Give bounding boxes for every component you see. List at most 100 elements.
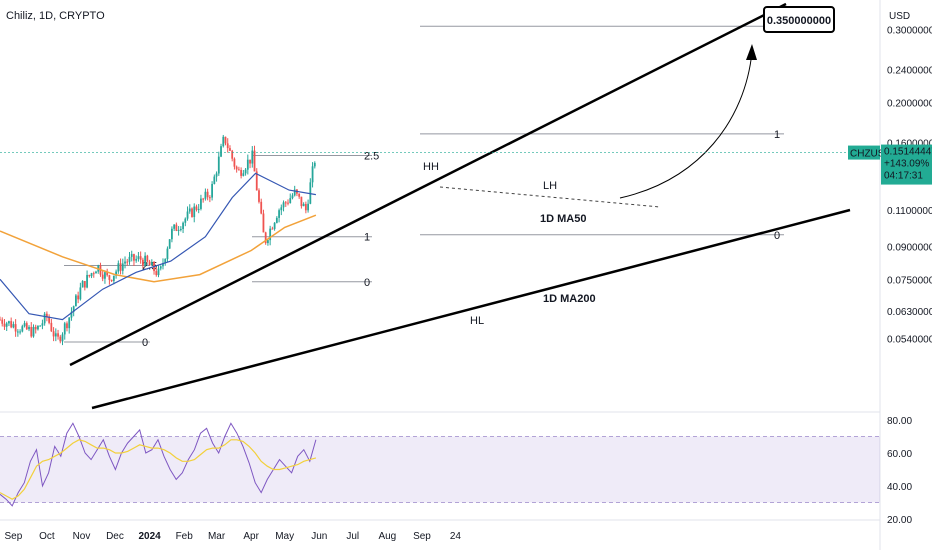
candles — [0, 134, 316, 346]
candle-body — [264, 232, 267, 244]
candle-body — [269, 228, 272, 241]
x-tick-label: Jul — [346, 531, 359, 542]
y-tick-label: 0.110000000 — [887, 206, 932, 217]
candle-body — [293, 189, 296, 196]
candle-body — [262, 213, 265, 233]
rsi-tick-label: 20.00 — [887, 515, 912, 526]
candle-body — [30, 327, 33, 337]
rsi-band — [0, 436, 880, 503]
candle-body — [255, 171, 258, 191]
candle-body — [130, 254, 133, 257]
rsi-tick-label: 80.00 — [887, 416, 912, 427]
candle-body — [284, 202, 287, 204]
y-tick-label: 0.063000000 — [887, 307, 932, 318]
candle-body — [68, 317, 71, 329]
candle-body — [14, 324, 17, 332]
candle-body — [66, 323, 68, 329]
candle-body — [251, 150, 254, 164]
currency-label: USD — [889, 11, 910, 22]
y-tick-label: 0.240000000 — [887, 66, 932, 77]
candle-body — [217, 156, 220, 174]
rsi-ma-line — [0, 439, 317, 500]
candle-body — [184, 218, 187, 223]
candle-body — [260, 201, 263, 214]
y-tick-label: 0.200000000 — [887, 98, 932, 109]
candle-body — [164, 259, 167, 264]
label-lh: LH — [543, 180, 557, 192]
candle-body — [298, 193, 301, 197]
candle-body — [10, 321, 13, 328]
candle-body — [240, 170, 243, 176]
x-tick-label: Sep — [413, 531, 431, 542]
fib-level-label: 1 — [364, 232, 370, 244]
candle-body — [121, 263, 124, 271]
fib-level-label: 1 — [774, 129, 780, 141]
candle-body — [141, 259, 144, 266]
candle-body — [173, 224, 176, 229]
candle-body — [117, 263, 120, 272]
candle-body — [211, 183, 213, 198]
x-tick-label: 2024 — [138, 531, 161, 542]
candle-body — [186, 211, 189, 219]
candle-body — [275, 217, 278, 223]
label-hh: HH — [423, 161, 439, 173]
last-price: 0.151444476 — [884, 147, 932, 158]
candle-body — [12, 324, 15, 328]
target-price: 0.350000000 — [767, 15, 831, 27]
rsi-tick-label: 60.00 — [887, 449, 912, 460]
candle-body — [119, 263, 122, 271]
upper-wedge-line — [69, 2, 787, 367]
candle-body — [61, 334, 64, 342]
candle-body — [59, 336, 62, 342]
candle-body — [92, 273, 95, 275]
price-badge — [881, 144, 932, 185]
x-tick-label: Oct — [39, 531, 55, 542]
candle-body — [208, 197, 211, 199]
price-change: +143.09% — [884, 159, 929, 170]
candle-body — [146, 255, 149, 262]
fib-level-label: 0 — [142, 337, 148, 349]
candle-body — [81, 281, 84, 288]
candle-body — [70, 311, 73, 318]
candle-body — [224, 136, 227, 144]
candle-body — [144, 255, 147, 266]
y-tick-label: 0.075000000 — [887, 275, 932, 286]
candle-body — [43, 313, 46, 324]
fib-level-label: 0 — [364, 277, 370, 289]
candle-body — [307, 203, 309, 211]
candle-body — [34, 326, 37, 330]
candle-body — [246, 159, 249, 170]
candle-body — [204, 191, 207, 199]
candle-body — [106, 272, 109, 276]
candle-body — [63, 323, 66, 335]
candle-body — [39, 325, 42, 327]
bar-countdown: 04:17:31 — [884, 171, 923, 182]
candle-body — [271, 228, 274, 230]
candle-body — [54, 333, 57, 337]
candle-body — [104, 272, 106, 279]
candle-body — [155, 271, 158, 276]
candle-body — [253, 150, 256, 172]
rsi-line — [0, 422, 317, 507]
candle-body — [200, 198, 202, 209]
x-tick-label: Jun — [311, 531, 327, 542]
candle-body — [309, 182, 312, 204]
projection-arrow — [619, 51, 753, 199]
candle-body — [282, 202, 285, 208]
projection-arrowhead — [746, 44, 757, 60]
candle-body — [280, 207, 283, 211]
candle-body — [300, 196, 303, 207]
candle-body — [191, 208, 193, 217]
y-tick-label: 0.300000000 — [887, 25, 932, 36]
candle-body — [95, 271, 97, 274]
candle-body — [108, 275, 111, 280]
candle-body — [37, 325, 39, 330]
candle-body — [157, 268, 160, 276]
candle-body — [115, 271, 117, 276]
candle-body — [215, 173, 218, 177]
candle-body — [291, 195, 294, 199]
candle-body — [197, 208, 200, 210]
candle-body — [137, 256, 140, 259]
candle-body — [48, 316, 51, 323]
